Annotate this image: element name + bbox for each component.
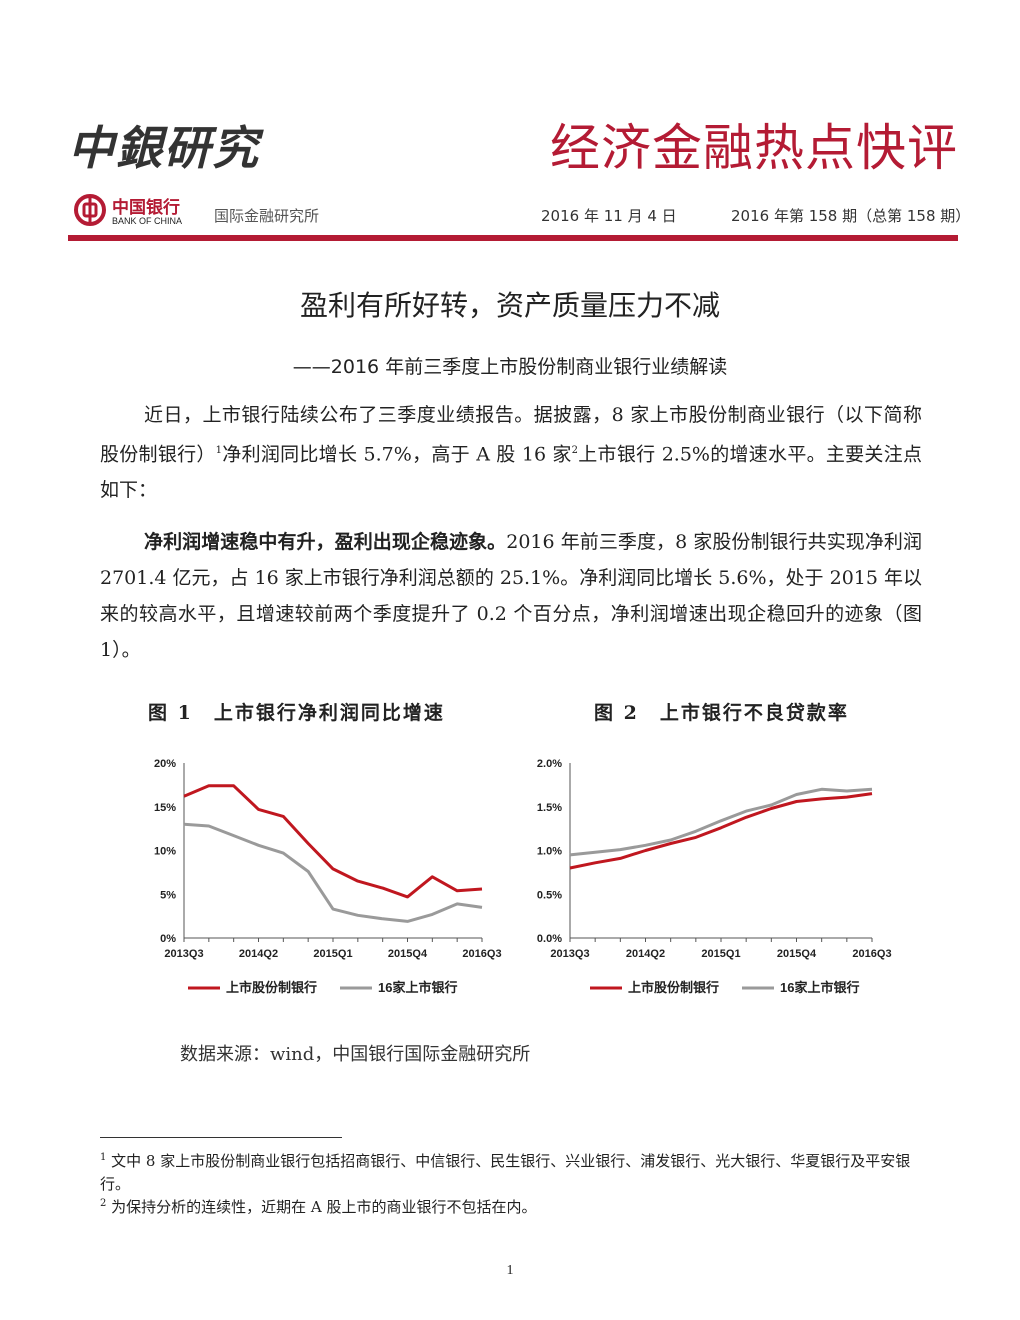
y-tick-label: 1.0% [537, 846, 562, 858]
x-tick-label: 2015Q4 [777, 948, 817, 960]
y-tick-label: 0.5% [537, 889, 562, 901]
x-tick-label: 2014Q2 [239, 948, 278, 960]
chart-net-profit-growth: 0% 5% 10% 15% 20% 2013Q3 2014Q2 2015Q1 2015Q4 201… [154, 758, 502, 995]
page-number: 1 [506, 1263, 514, 1278]
footnote-ref-2[interactable]: 2 [571, 445, 578, 456]
legend-label: 16家上市银行 [378, 980, 457, 995]
series-title: 经济金融热点快评 [550, 119, 958, 177]
institute-name: 国际金融研究所 [214, 207, 320, 225]
footnote-ref-1[interactable]: 1 [215, 445, 223, 456]
bank-name-en: BANK OF CHINA [112, 216, 183, 226]
footnote-1-mark: 1 [100, 1152, 107, 1163]
chart-npl-ratio: 0.0% 0.5% 1.0% 1.5% 2.0% 2013Q3 2014Q2 2015Q1 20… [537, 758, 892, 995]
footnote-2-text: 为保持分析的连续性，近期在 A 股上市的商业银行不包括在内。 [106, 1198, 537, 1216]
x-tick-label: 2013Q3 [550, 948, 589, 960]
publish-date: 2016 年 11 月 4 日 [541, 207, 677, 225]
series-line-all-listed-banks [569, 787, 873, 857]
figure-1-caption: 图 1 上市银行净利润同比增速 [148, 702, 445, 724]
x-tick-label: 2013Q3 [164, 948, 203, 960]
x-tick-label: 2016Q3 [462, 948, 501, 960]
profit-text: 2016 年前三季度，8 家股份制银行共实现净利润 2701.4 亿元，占 16… [100, 531, 922, 661]
figure-2-caption: 图 2 上市银行不良贷款率 [594, 702, 849, 724]
footnote-divider [100, 1137, 342, 1138]
x-tick-label: 2015Q4 [388, 948, 428, 960]
x-tick-label: 2015Q1 [701, 948, 740, 960]
intro-text-c: 上市银行 2.5%的增速水平。主要关注点如下： [100, 443, 922, 502]
issue-number: 2016 年第 158 期（总第 158 期） [731, 207, 971, 225]
legend-label: 上市股份制银行 [628, 980, 719, 995]
profit-heading: 净利润增速稳中有升，盈利出现企稳迹象。 [144, 531, 507, 553]
intro-text-a: 近日，上市银行陆续公布了三季度业绩报告。据披露，8 家上市股份制商业银行（以下简… [100, 404, 922, 466]
y-tick-label: 15% [154, 802, 176, 814]
paragraph-profit: 净利润增速稳中有升，盈利出现企稳迹象。2016 年前三季度，8 家股份制银行共实… [100, 524, 922, 668]
paragraph-intro: 近日，上市银行陆续公布了三季度业绩报告。据披露，8 家上市股份制商业银行（以下简… [100, 397, 922, 508]
footnote-2-mark: 2 [100, 1198, 107, 1209]
data-source: 数据来源：wind，中国银行国际金融研究所 [180, 1044, 531, 1065]
x-tick-label: 2015Q1 [313, 948, 352, 960]
legend-label: 上市股份制银行 [226, 980, 317, 995]
y-tick-label: 1.5% [537, 802, 562, 814]
bank-logo-icon [74, 194, 106, 226]
y-tick-label: 5% [160, 889, 176, 901]
intro-text-b: 净利润同比增长 5.7%，高于 A 股 16 家 [222, 443, 572, 466]
footnote-2: 2 为保持分析的连续性，近期在 A 股上市的商业银行不包括在内。 [100, 1192, 922, 1219]
series-line-joint-stock-banks [569, 792, 873, 870]
legend-label: 16家上市银行 [780, 980, 859, 995]
y-tick-label: 2.0% [537, 758, 562, 770]
series-line-all-listed-banks [183, 822, 483, 923]
bank-name-cn: 中国银行 [112, 198, 180, 218]
header-divider [68, 235, 958, 241]
brand-logotype: 中銀研究 [68, 121, 260, 175]
y-tick-label: 20% [154, 758, 176, 770]
footnote-1-text: 文中 8 家上市股份制商业银行包括招商银行、中信银行、民生银行、兴业银行、浦发银… [100, 1152, 911, 1193]
page-subtitle: ——2016 年前三季度上市股份制商业银行业绩解读 [292, 356, 728, 378]
page-title: 盈利有所好转，资产质量压力不减 [299, 289, 720, 322]
footnote-1: 1 文中 8 家上市股份制商业银行包括招商银行、中信银行、民生银行、兴业银行、浦… [100, 1146, 922, 1196]
y-tick-label: 10% [154, 846, 176, 858]
y-tick-label: 0.0% [537, 933, 562, 945]
x-tick-label: 2014Q2 [626, 948, 665, 960]
series-line-joint-stock-banks [183, 784, 483, 899]
x-tick-label: 2016Q3 [852, 948, 891, 960]
y-tick-label: 0% [160, 933, 176, 945]
